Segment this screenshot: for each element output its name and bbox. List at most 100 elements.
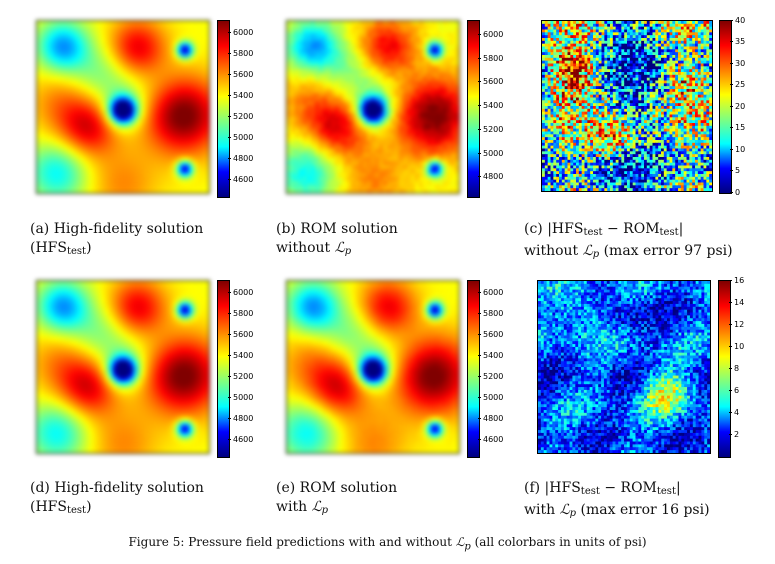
map-cell [666, 57, 671, 62]
map-cell [319, 113, 324, 118]
map-cell [675, 77, 679, 82]
map-cell [439, 93, 444, 98]
map-cell [427, 89, 432, 94]
map-cell [567, 55, 571, 59]
map-cell [678, 60, 682, 65]
map-cell [173, 41, 178, 46]
map-cell [564, 80, 569, 84]
map-cell [407, 29, 412, 34]
map-cell [331, 37, 336, 42]
map-cell [153, 161, 158, 166]
map-cell [81, 185, 86, 190]
map-cell [315, 37, 320, 42]
map-cell [81, 77, 86, 82]
map-cell [311, 157, 316, 162]
map-cell [125, 113, 130, 118]
map-cell [347, 69, 352, 74]
map-cell [181, 169, 186, 174]
map-cell [675, 55, 679, 59]
map-cell [391, 161, 396, 166]
map-cell [403, 77, 408, 82]
map-cell [205, 33, 209, 38]
map-cell [141, 125, 146, 130]
map-cell [323, 53, 328, 58]
map-cell [173, 177, 178, 182]
map-cell [604, 43, 608, 48]
map-cell [315, 33, 320, 38]
map-cell [133, 161, 138, 166]
map-cell [375, 173, 380, 178]
map-cell [375, 85, 380, 90]
map-cell [161, 173, 166, 178]
map-cell [443, 53, 448, 58]
map-cell [351, 21, 356, 26]
map-cell [355, 65, 360, 70]
map-cell [419, 33, 424, 38]
map-cell [547, 43, 552, 48]
map-cell [703, 63, 707, 67]
map-cell [311, 97, 316, 102]
map-cell [81, 105, 86, 110]
map-cell [61, 25, 66, 30]
map-cell [117, 61, 122, 66]
map-cell [137, 65, 142, 70]
map-cell [427, 29, 432, 34]
map-cell [185, 73, 190, 78]
map-cell [407, 53, 412, 58]
map-cell [680, 32, 685, 36]
map-cell [287, 173, 292, 178]
map-cell [455, 129, 459, 134]
map-cell [590, 52, 594, 56]
map-cell [683, 21, 688, 25]
map-cell [379, 105, 384, 110]
map-cell [343, 61, 348, 66]
map-cell [590, 49, 594, 53]
map-cell [61, 149, 66, 154]
map-cell [383, 181, 388, 186]
map-cell [81, 33, 86, 38]
map-cell [347, 61, 352, 66]
map-cell [443, 69, 448, 74]
map-cell [197, 53, 202, 58]
map-cell [547, 72, 552, 76]
map-cell [383, 169, 388, 174]
map-cell [672, 21, 676, 25]
map-cell [347, 145, 352, 150]
map-cell [287, 177, 292, 182]
map-cell [570, 69, 574, 73]
map-cell [129, 125, 134, 130]
map-cell [395, 165, 400, 170]
map-cell [663, 52, 668, 56]
map-cell [435, 129, 440, 134]
map-cell [649, 77, 654, 82]
map-cell [423, 129, 428, 134]
map-cell [181, 173, 186, 178]
map-cell [311, 77, 316, 82]
map-cell [678, 43, 682, 48]
map-cell [291, 153, 296, 158]
map-cell [161, 149, 166, 154]
map-cell [367, 37, 372, 42]
map-cell [61, 89, 66, 94]
map-cell [129, 165, 134, 170]
map-cell [299, 85, 304, 90]
map-cell [81, 53, 86, 58]
map-cell [678, 77, 682, 82]
map-cell [443, 97, 448, 102]
map-cell [165, 137, 170, 142]
map-cell [593, 77, 597, 82]
map-cell [371, 133, 376, 138]
map-cell [343, 85, 348, 90]
map-cell [618, 52, 622, 56]
map-cell [367, 145, 372, 150]
map-cell [632, 77, 637, 82]
map-cell [291, 121, 296, 126]
map-cell [584, 74, 588, 79]
map-cell [646, 72, 651, 76]
map-cell [379, 121, 384, 126]
map-cell [125, 81, 130, 86]
map-cell [109, 25, 114, 30]
map-cell [601, 23, 605, 28]
map-cell [347, 165, 352, 170]
map-cell [411, 185, 416, 190]
